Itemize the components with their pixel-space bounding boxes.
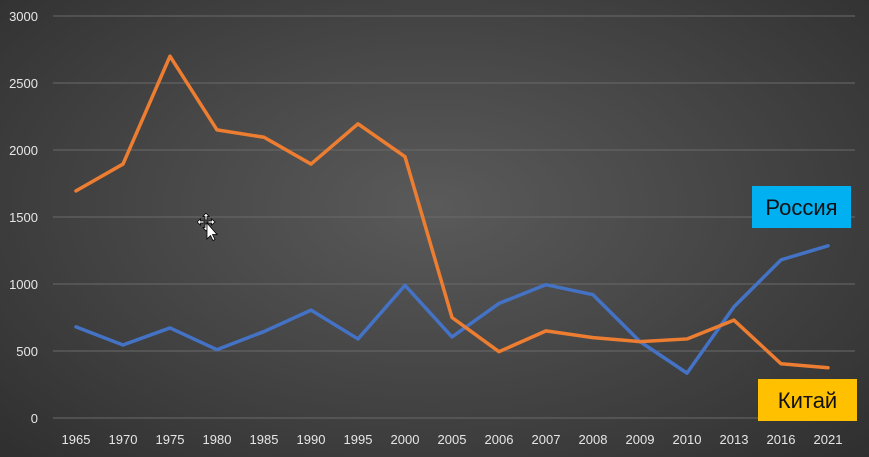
data-point bbox=[826, 366, 830, 370]
data-point bbox=[497, 301, 501, 305]
data-point bbox=[262, 330, 266, 334]
gridlines bbox=[53, 15, 855, 419]
y-tick-label: 1500 bbox=[9, 210, 38, 225]
data-point bbox=[732, 318, 736, 322]
y-tick-label: 500 bbox=[16, 344, 38, 359]
y-tick-label: 0 bbox=[31, 411, 38, 426]
x-tick-label: 2008 bbox=[579, 432, 608, 447]
data-point bbox=[403, 155, 407, 159]
x-tick-label: 2006 bbox=[485, 432, 514, 447]
x-tick-label: 1985 bbox=[250, 432, 279, 447]
annotation-label-1: Китай bbox=[778, 388, 837, 413]
x-tick-label: 1970 bbox=[109, 432, 138, 447]
data-point bbox=[403, 283, 407, 287]
data-point bbox=[309, 308, 313, 312]
x-tick-label: 2007 bbox=[532, 432, 561, 447]
annotation-box-0 bbox=[752, 186, 851, 228]
x-tick-label: 1975 bbox=[156, 432, 185, 447]
data-point bbox=[450, 335, 454, 339]
data-point bbox=[74, 325, 78, 329]
data-point bbox=[215, 128, 219, 132]
series-line-0 bbox=[74, 244, 830, 375]
x-axis-tick-labels: 1965 1970 1975 1980 1985 1990 1995 2000 2005 2006… bbox=[62, 432, 843, 447]
data-point bbox=[779, 362, 783, 366]
x-tick-label: 1980 bbox=[203, 432, 232, 447]
data-point bbox=[121, 343, 125, 347]
series-lines bbox=[74, 54, 830, 375]
y-tick-label: 1000 bbox=[9, 277, 38, 292]
x-tick-label: 1995 bbox=[344, 432, 373, 447]
x-tick-label: 2010 bbox=[673, 432, 702, 447]
move-cursor-icon bbox=[197, 213, 218, 241]
data-point bbox=[356, 337, 360, 341]
x-tick-label: 2000 bbox=[391, 432, 420, 447]
x-tick-label: 1965 bbox=[62, 432, 91, 447]
series-line-1 bbox=[74, 54, 830, 370]
data-point bbox=[168, 54, 172, 58]
data-point bbox=[732, 305, 736, 309]
series-annotations: Россия Китай bbox=[752, 186, 857, 421]
data-point bbox=[450, 316, 454, 319]
y-tick-label: 2000 bbox=[9, 143, 38, 158]
data-point bbox=[544, 329, 548, 333]
data-point bbox=[591, 293, 595, 297]
data-point bbox=[779, 258, 783, 262]
data-point bbox=[685, 371, 689, 375]
data-point bbox=[262, 135, 266, 139]
x-tick-label: 2005 bbox=[438, 432, 467, 447]
data-point bbox=[74, 189, 78, 193]
x-tick-label: 2009 bbox=[626, 432, 655, 447]
data-point bbox=[168, 326, 172, 330]
data-point bbox=[544, 283, 548, 287]
series-points bbox=[74, 54, 830, 375]
x-tick-label: 2021 bbox=[814, 432, 843, 447]
y-axis-tick-labels: 0 500 1000 1500 2000 2500 3000 bbox=[9, 9, 38, 426]
data-point bbox=[215, 348, 219, 352]
data-point bbox=[638, 340, 642, 344]
x-tick-label: 2016 bbox=[767, 432, 796, 447]
annotation-label-0: Россия bbox=[765, 195, 837, 220]
data-point bbox=[356, 122, 360, 126]
y-tick-label: 3000 bbox=[9, 9, 38, 24]
data-point bbox=[685, 337, 689, 341]
y-tick-label: 2500 bbox=[9, 76, 38, 91]
data-point bbox=[121, 162, 125, 166]
x-tick-label: 2013 bbox=[720, 432, 749, 447]
data-point bbox=[591, 336, 595, 340]
annotation-box-1 bbox=[758, 379, 857, 421]
data-point bbox=[826, 244, 830, 248]
data-point bbox=[309, 162, 313, 166]
x-tick-label: 1990 bbox=[297, 432, 326, 447]
data-point bbox=[497, 350, 501, 354]
